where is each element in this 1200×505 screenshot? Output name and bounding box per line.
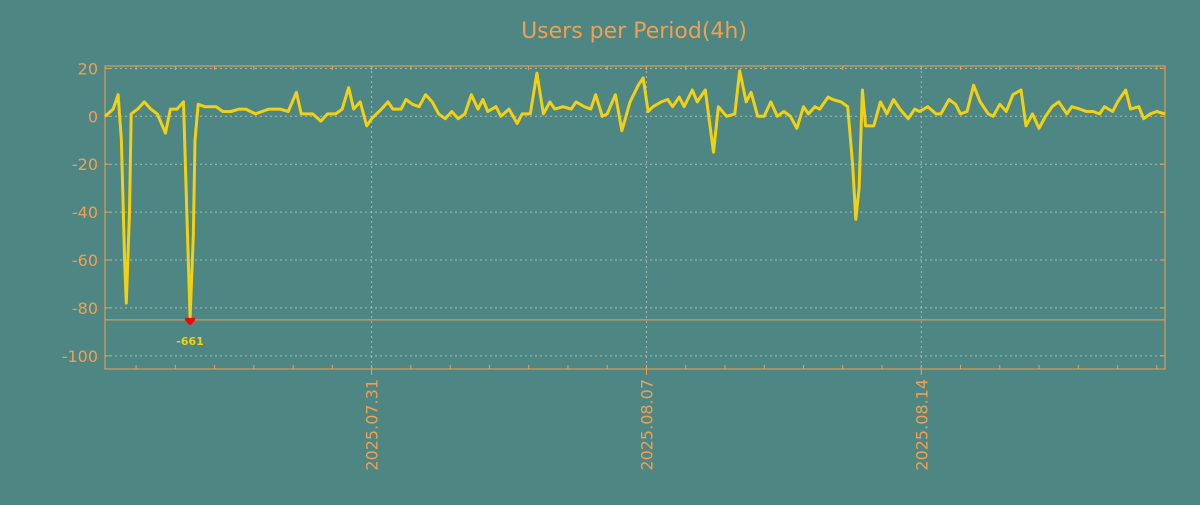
y-tick-label: 0 xyxy=(88,107,98,126)
plot-area: -661 xyxy=(105,71,1165,348)
x-tick-label: 2025.08.14 xyxy=(912,379,931,471)
x-tick-label: 2025.07.31 xyxy=(363,379,382,471)
series-line-users xyxy=(105,71,1165,318)
axes: 20 0 -20 -40 -60 -80 -100 2025.07.31 2025.08.07 2… xyxy=(62,59,1165,470)
y-tick-label: -80 xyxy=(72,299,98,318)
y-tick-label: -60 xyxy=(72,251,98,270)
y-tick-label: 20 xyxy=(78,59,98,78)
min-marker-label: -661 xyxy=(176,335,204,348)
y-tick-label: -100 xyxy=(62,347,98,366)
x-tick-label: 2025.08.07 xyxy=(637,379,656,471)
y-tick-label: -20 xyxy=(72,155,98,174)
min-marker-icon xyxy=(185,318,195,325)
y-tick-label: -40 xyxy=(72,203,98,222)
chart-title: Users per Period(4h) xyxy=(521,19,747,44)
